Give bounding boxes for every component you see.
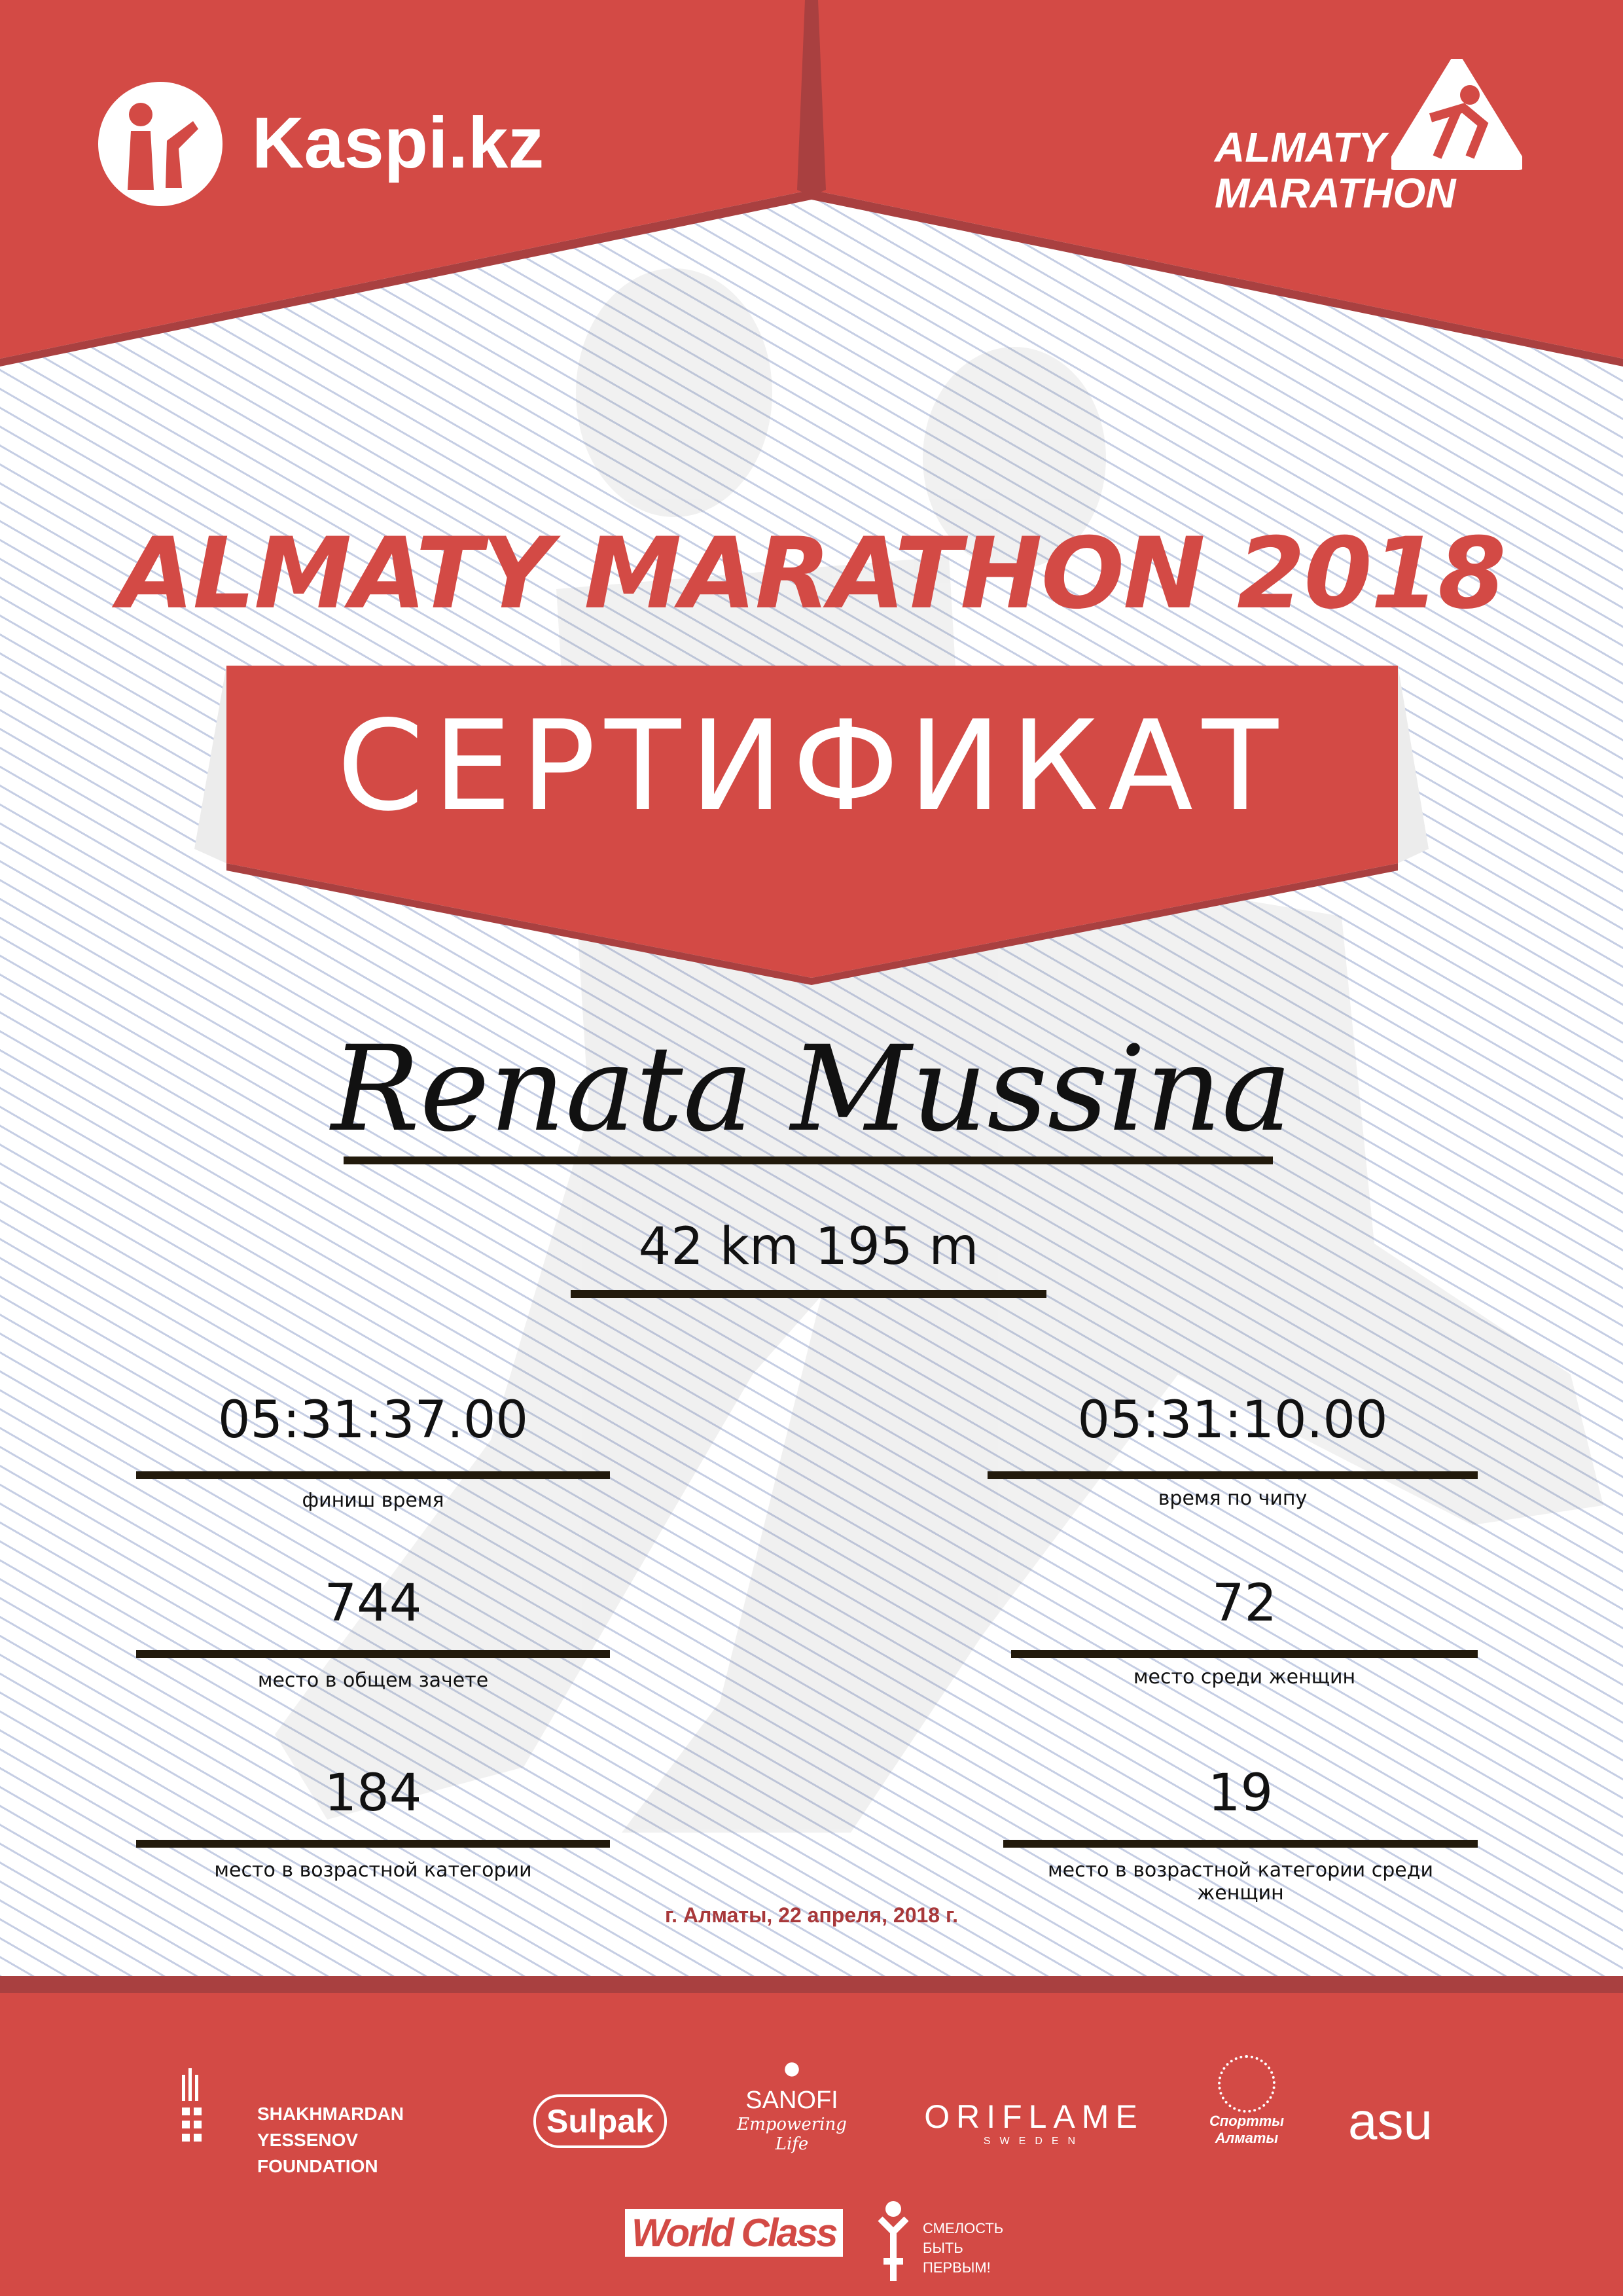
name-underline: [344, 1157, 1273, 1164]
participant-name: Renata Mussina: [331, 1021, 1292, 1158]
sanofi-tagline: Empowering Life: [737, 2115, 847, 2154]
sponsor-footer: SHAKHMARDAN YESSENOV FOUNDATION Sulpak ●…: [0, 1976, 1623, 2296]
sport-almaty-text: Спортты Алматы: [1209, 2113, 1285, 2146]
sanofi-text: SANOFI: [745, 2087, 838, 2114]
overall-place-value: 744: [324, 1574, 422, 1633]
kaspi-text: Kaspi.kz: [252, 103, 544, 183]
sanofi-logo: ● SANOFI Empowering Life: [726, 2049, 857, 2154]
women-age-place-value: 19: [1207, 1764, 1274, 1823]
divider: [988, 1471, 1478, 1479]
age-place-value: 184: [324, 1764, 422, 1823]
age-place-label: место в возрастной категории: [214, 1859, 532, 1882]
fund-text: СМЕЛОСТЬ БЫТЬ ПЕРВЫМ!: [923, 2220, 1004, 2276]
asu-logo: asu: [1348, 2092, 1433, 2150]
event-title: ALMATY MARATHON 2018: [118, 517, 1506, 631]
women-place-value: 72: [1211, 1574, 1277, 1633]
yessenov-text: SHAKHMARDAN YESSENOV FOUNDATION: [257, 2104, 404, 2176]
oriflame-logo: ORIFLAME SWEDEN: [923, 2098, 1145, 2147]
date-location: г. Алматы, 22 апреля, 2018 г.: [665, 1903, 958, 1927]
world-class-logo: World Class: [625, 2209, 843, 2257]
kaspi-logo: Kaspi.kz: [95, 82, 544, 209]
yessenov-logo: SHAKHMARDAN YESSENOV FOUNDATION: [182, 2068, 404, 2176]
chip-time-value: 05:31:10.00: [1077, 1391, 1388, 1450]
women-place-label: место среди женщин: [1133, 1666, 1356, 1689]
chip-time-label: время по чипу: [1158, 1487, 1308, 1510]
sulpak-logo: Sulpak: [533, 2094, 667, 2148]
oriflame-sub: SWEDEN: [983, 2136, 1085, 2147]
distance-underline: [571, 1290, 1046, 1298]
runner-icon: [1391, 59, 1522, 170]
header-banner: [0, 0, 1623, 367]
sport-almaty-logo: Спортты Алматы: [1198, 2055, 1296, 2147]
women-age-place-label: место в возрастной категории среди женщи…: [1048, 1859, 1433, 1905]
divider: [136, 1471, 610, 1479]
oriflame-text: ORIFLAME: [924, 2098, 1144, 2135]
certificate-banner: [194, 666, 1429, 985]
sport-almaty-emblem: [1218, 2055, 1275, 2113]
divider: [1011, 1650, 1478, 1658]
divider: [1003, 1840, 1478, 1848]
divider: [136, 1650, 610, 1658]
sanofi-bird-icon: ●: [781, 2049, 802, 2086]
overall-place-label: место в общем зачете: [257, 1669, 489, 1692]
distance: 42 km 195 m: [638, 1217, 979, 1276]
divider: [136, 1840, 610, 1848]
finish-time-label: финиш время: [302, 1489, 444, 1512]
kaspi-icon: [98, 82, 223, 206]
yessenov-icon: [182, 2068, 202, 2142]
almaty-marathon-logo: ALMATY MARATHON: [1215, 59, 1522, 216]
certificate-heading: СЕРТИФИКАТ: [336, 694, 1288, 838]
fund-figure-icon: [878, 2201, 909, 2281]
finish-time-value: 05:31:37.00: [217, 1391, 529, 1450]
fund-logo: СМЕЛОСТЬ БЫТЬ ПЕРВЫМ!: [870, 2189, 1003, 2284]
